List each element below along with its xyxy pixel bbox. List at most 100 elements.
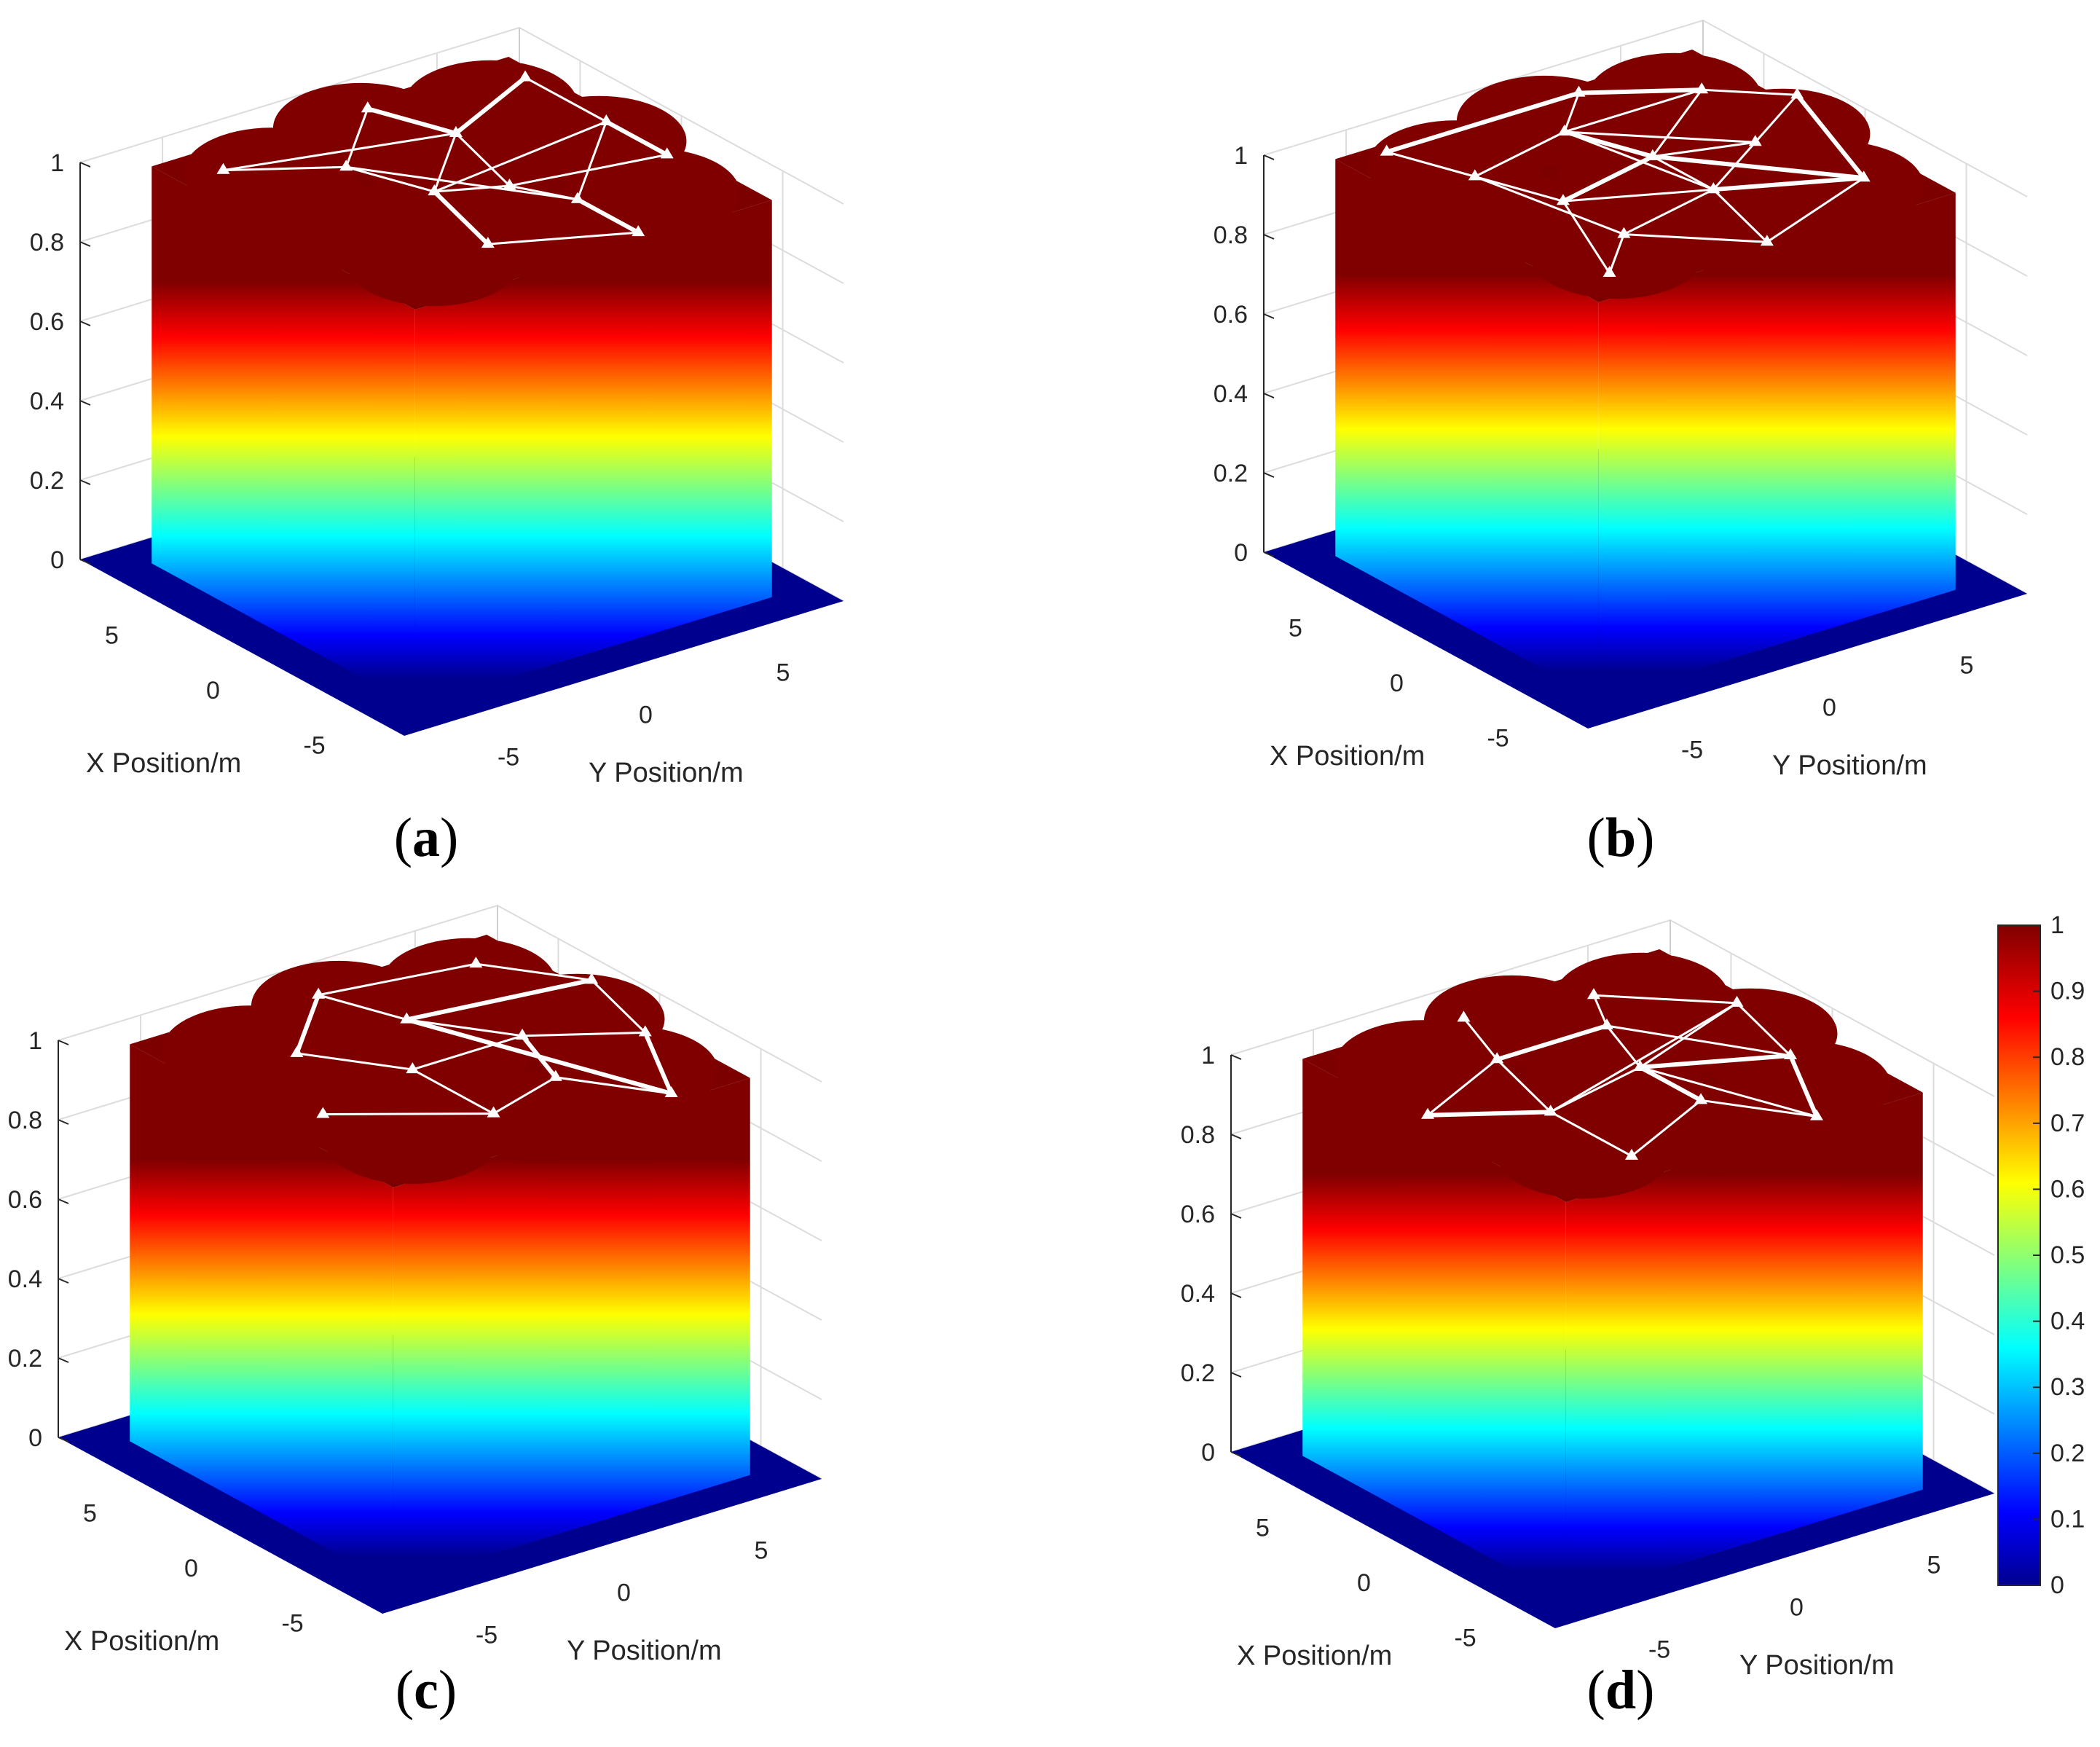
z-tick xyxy=(1263,234,1275,240)
network-link xyxy=(345,165,435,193)
sensor-node xyxy=(519,70,532,82)
network-link xyxy=(605,119,669,157)
sensor-node xyxy=(290,1045,304,1057)
network-link xyxy=(1640,1053,1791,1069)
sensor-node xyxy=(1784,1048,1798,1059)
network-link xyxy=(1463,1017,1498,1061)
surface-side-right xyxy=(1598,192,1956,699)
sensor-network xyxy=(290,957,678,1118)
network-link xyxy=(223,165,347,172)
x-tick-label: -5 xyxy=(1487,725,1509,753)
network-link xyxy=(1550,1066,1641,1113)
colorbar-tick-label: 0.8 xyxy=(2050,1043,2085,1071)
network-link xyxy=(318,962,476,997)
y-tick-label: 0 xyxy=(1822,694,1836,722)
network-link xyxy=(455,76,527,136)
network-link xyxy=(1564,130,1755,144)
colorbar-tick-label: 0.6 xyxy=(2050,1175,2085,1203)
x-tick-label: -5 xyxy=(1454,1625,1476,1652)
colorbar-tick-label: 0.7 xyxy=(2050,1110,2085,1137)
z-tick-label: 0.2 xyxy=(30,467,64,495)
panel-label: (b) xyxy=(1587,807,1655,868)
network-link xyxy=(487,231,639,246)
network-link xyxy=(1736,1002,1792,1057)
network-link xyxy=(1427,1059,1498,1116)
surface-side-right xyxy=(393,1077,750,1585)
chart-panel-d: 0 0.2 0.4 0.6 0.8 1 5 0 -5 -5 0 5 X Position/m Y Posi… xyxy=(1181,919,1995,1681)
z-tick-label: 0.8 xyxy=(30,229,64,256)
panel-label-letter: a xyxy=(412,807,440,868)
network-link xyxy=(1608,234,1625,274)
sensor-node xyxy=(487,1106,500,1118)
sensor-node xyxy=(1790,87,1804,99)
network-link xyxy=(433,133,457,192)
network-link xyxy=(1795,93,1866,180)
network-link xyxy=(1564,130,1714,191)
z-tick-label: 0 xyxy=(28,1424,42,1452)
panel-label-close: ) xyxy=(440,807,458,868)
z-tick-label: 0.6 xyxy=(30,308,64,336)
sensor-node xyxy=(1695,82,1709,94)
z-tick-label: 0.8 xyxy=(8,1107,42,1134)
z-tick xyxy=(1230,1213,1242,1219)
sensor-node xyxy=(599,114,613,125)
sensor-node xyxy=(1617,227,1631,238)
y-tick-label: 0 xyxy=(617,1579,631,1607)
network-link xyxy=(1651,89,1703,157)
colorbar-tick-label: 0.1 xyxy=(2050,1505,2085,1533)
network-link xyxy=(492,1076,557,1115)
z-tick-label: 0.4 xyxy=(1181,1280,1215,1308)
sensor-node xyxy=(1602,265,1616,277)
network-link xyxy=(1550,1110,1632,1158)
y-tick-label: -5 xyxy=(498,743,519,771)
z-tick-label: 0.2 xyxy=(1214,460,1248,487)
z-tick xyxy=(79,321,91,326)
network-link xyxy=(455,132,511,187)
network-link xyxy=(1427,1110,1551,1118)
sensor-node xyxy=(428,184,441,196)
colorbar-tick-label: 0 xyxy=(2050,1571,2064,1599)
z-tick-label: 0.6 xyxy=(8,1186,42,1214)
z-tick-label: 1 xyxy=(1201,1042,1215,1069)
y-tick-label: 5 xyxy=(1959,652,1973,680)
network-link xyxy=(345,108,369,168)
network-link xyxy=(1386,151,1476,178)
x-tick-label: 0 xyxy=(1390,670,1404,697)
network-link xyxy=(522,1031,645,1037)
z-tick xyxy=(1263,551,1275,557)
z-tick xyxy=(1230,1451,1242,1457)
colorbar-tick-label: 0.4 xyxy=(2050,1308,2085,1335)
axes: 0 0.2 0.4 0.6 0.8 1 5 0 -5 -5 0 5 xyxy=(8,1027,768,1649)
z-tick-label: 0.8 xyxy=(1214,221,1248,249)
sensor-node xyxy=(406,1062,420,1074)
panel-label-close: ) xyxy=(1636,807,1654,868)
sensor-node xyxy=(1600,1018,1613,1029)
coverage-lobe xyxy=(489,973,665,1064)
z-tick xyxy=(79,400,91,406)
z-tick xyxy=(58,1437,69,1442)
z-tick-label: 0 xyxy=(1234,539,1248,567)
sensor-node xyxy=(1557,125,1571,136)
sensor-node xyxy=(548,1069,562,1081)
sensor-node xyxy=(1543,1104,1557,1116)
y-axis-label: Y Position/m xyxy=(567,1636,722,1666)
sensor-node xyxy=(361,101,374,113)
sensor-network xyxy=(1421,988,1823,1160)
panel-label-letter: d xyxy=(1605,1660,1636,1721)
network-link xyxy=(576,197,640,235)
x-tick-label: 0 xyxy=(206,677,220,704)
network-link xyxy=(223,132,457,172)
network-link xyxy=(1592,994,1608,1026)
network-link xyxy=(1639,1002,1738,1069)
x-axis-label: X Position/m xyxy=(1237,1641,1392,1671)
axes: 0 0.2 0.4 0.6 0.8 1 5 0 -5 -5 0 5 xyxy=(30,149,790,771)
network-link xyxy=(1563,93,1580,133)
panel-label-close: ) xyxy=(439,1660,457,1721)
sensor-node xyxy=(449,126,463,137)
network-link xyxy=(642,1032,674,1095)
coverage-lobe xyxy=(1420,173,1596,264)
coverage-lobe xyxy=(1388,1072,1563,1163)
network-link xyxy=(1593,994,1737,1005)
chart-panel-c: 0 0.2 0.4 0.6 0.8 1 5 0 -5 -5 0 5 X Position/m Y Posi… xyxy=(8,904,822,1666)
x-axis-label: X Position/m xyxy=(86,748,241,779)
